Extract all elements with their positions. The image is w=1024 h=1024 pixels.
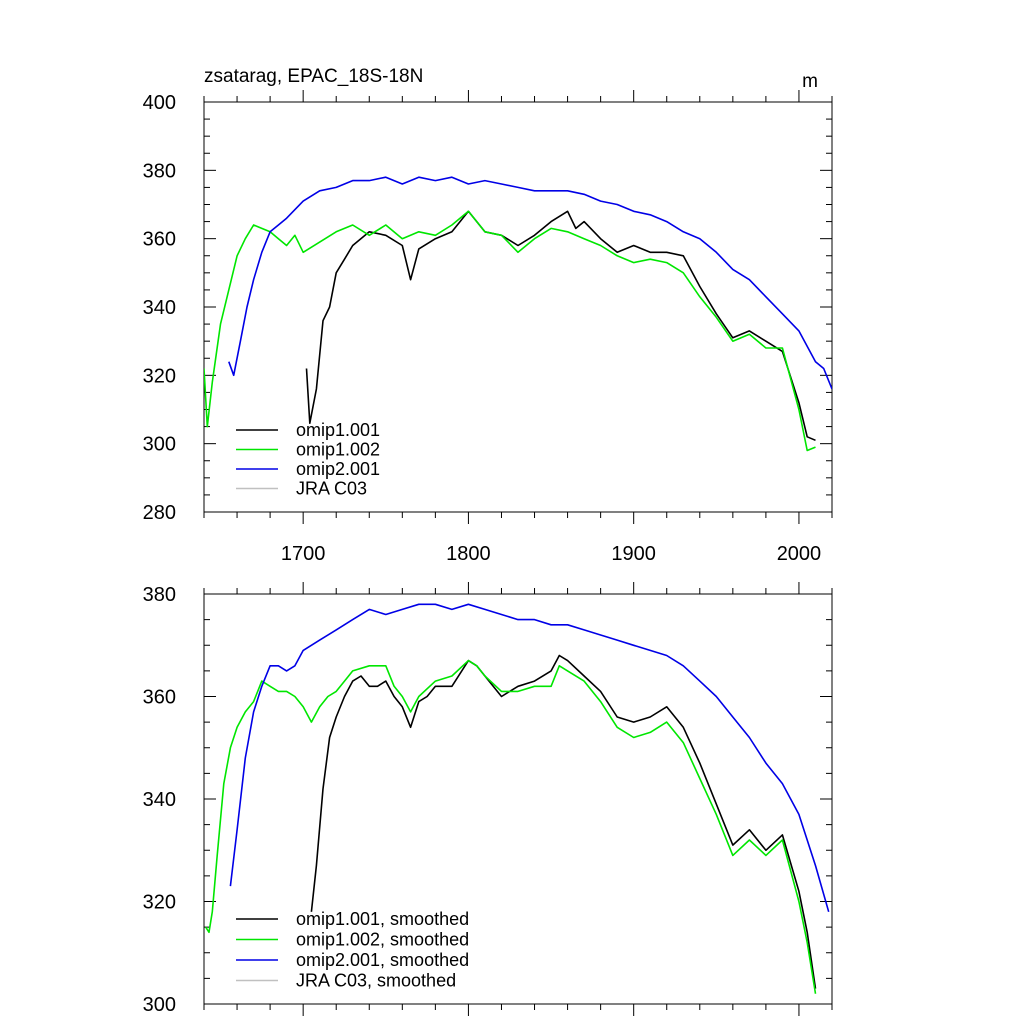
bottom-panel: 300 320 340 360 380 omip1.001, smoothedomip1.…: [143, 582, 833, 1016]
top-y-tick-label-280: 280: [143, 502, 176, 524]
bottom-y-tick-label-380: 380: [143, 584, 176, 606]
top-series-line-omip2-001: [228, 176, 832, 390]
top-y-tick-label-380: 380: [143, 160, 176, 182]
top-legend-label-omip1-002: omip1.002: [296, 440, 380, 460]
top-chart-title: zsatarag, EPAC_18S-18N: [204, 66, 423, 87]
top-series-line-omip1-002: [204, 210, 816, 452]
bottom-y-tick-label-300: 300: [143, 994, 176, 1016]
top-x-tick-label-1900: 1900: [611, 543, 656, 565]
bottom-series-line-omip1-002-smoothed: [205, 659, 817, 994]
top-series-line-omip1-001: [305, 210, 816, 442]
top-x-tick-label-1800: 1800: [446, 543, 491, 565]
top-legend-label-omip1-001: omip1.001: [296, 420, 380, 440]
bottom-legend-label-omip1-002-smoothed: omip1.002, smoothed: [296, 930, 469, 950]
top-y-tick-label-340: 340: [143, 297, 176, 319]
bottom-legend-label-omip2-001-smoothed: omip2.001, smoothed: [296, 950, 469, 970]
top-x-tick-label-2000: 2000: [777, 543, 822, 565]
top-y-tick-label-320: 320: [143, 365, 176, 387]
bottom-legend-label-jra-c03-smoothed: JRA C03, smoothed: [296, 971, 456, 991]
top-legend-label-jra-c03: JRA C03: [296, 479, 367, 499]
bottom-legend-label-omip1-001-smoothed: omip1.001, smoothed: [296, 909, 469, 929]
top-y-tick-label-360: 360: [143, 229, 176, 251]
top-y-tick-label-400: 400: [143, 92, 176, 114]
top-panel: 280 300 320 340 360 380 400 1700 1800 1900 2000 zsa…: [143, 66, 833, 565]
bottom-y-tick-label-360: 360: [143, 687, 176, 709]
bottom-series-line-omip1-001-smoothed: [310, 654, 817, 989]
top-y-tick-label-300: 300: [143, 434, 176, 456]
bottom-y-tick-label-320: 320: [143, 892, 176, 914]
bottom-y-tick-label-340: 340: [143, 789, 176, 811]
top-x-tick-label-1700: 1700: [281, 543, 326, 565]
bottom-series-line-omip2-001-smoothed: [229, 603, 830, 913]
top-units-label: m: [802, 71, 818, 92]
top-legend-label-omip2-001: omip2.001: [296, 459, 380, 479]
